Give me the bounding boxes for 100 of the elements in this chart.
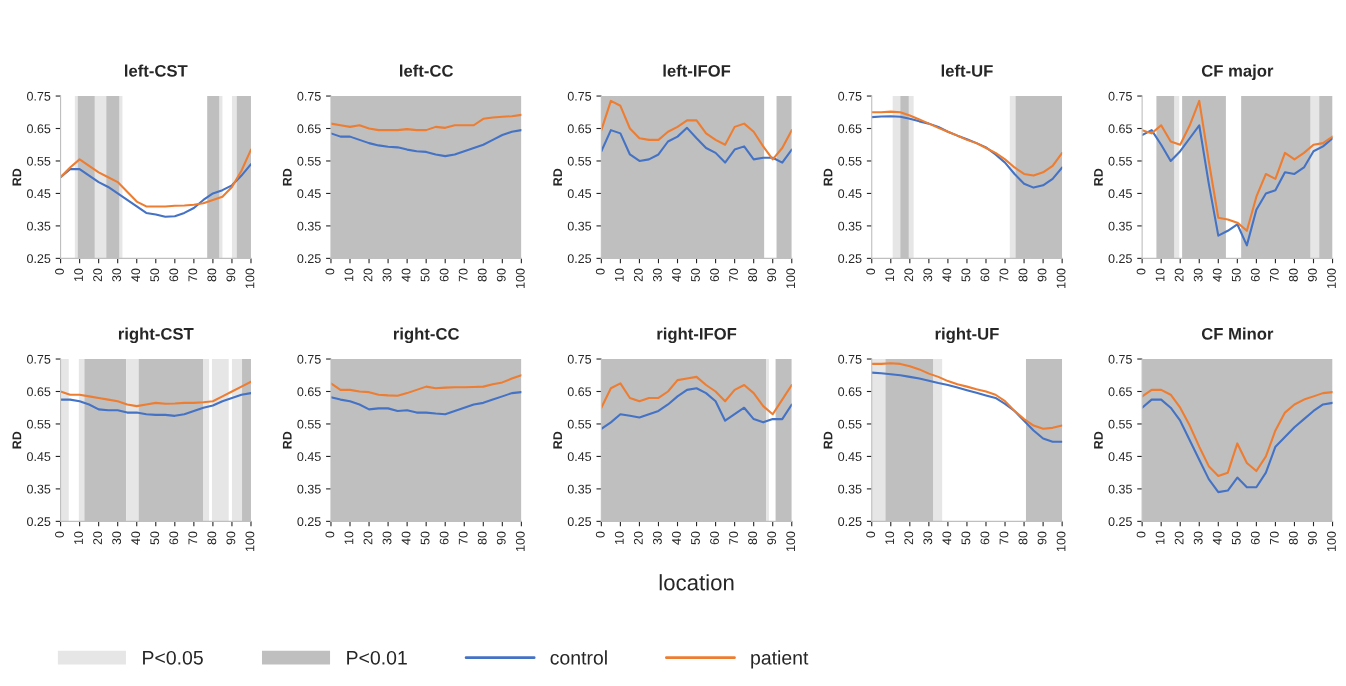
y-tick-label: 0.65	[1108, 124, 1132, 134]
line-series	[330, 391, 522, 416]
x-tick-label: 90	[767, 268, 777, 282]
y-tick-label: 0.55	[838, 156, 862, 166]
x-tick-label: 100	[1327, 268, 1336, 288]
line-series	[871, 110, 1063, 177]
x-tick-label: 60	[980, 268, 990, 282]
y-tick-label: 0.65	[567, 124, 592, 134]
x-tick-label: 60	[710, 268, 719, 282]
x-tick-label: 100	[245, 531, 255, 551]
y-tick-label: 0.65	[27, 124, 51, 134]
chart-title: CF Minor	[1201, 327, 1274, 340]
line-series	[330, 129, 522, 158]
x-tick-label: 10	[74, 268, 83, 282]
x-tick-label: 80	[1018, 268, 1028, 282]
x-tick-label: 100	[786, 268, 796, 288]
line-series	[871, 362, 1063, 430]
y-tick-label: 0.55	[567, 156, 592, 166]
x-tick-label: 80	[748, 268, 758, 282]
x-tick-label: 30	[923, 531, 933, 545]
x-tick-label: 20	[904, 268, 914, 282]
x-tick-label: 90	[226, 531, 236, 545]
x-tick-label: 50	[150, 531, 160, 545]
legend-label: control	[550, 650, 607, 665]
x-tick-label: 10	[885, 531, 895, 545]
x-tick-label: 0	[1136, 268, 1146, 275]
y-axis-title: RD	[1094, 168, 1103, 186]
y-tick-label: 0.65	[27, 387, 51, 397]
y-tick-label: 0.75	[27, 91, 51, 101]
line-series	[60, 380, 251, 408]
x-tick-label: 20	[633, 268, 643, 282]
line-series	[1142, 124, 1333, 247]
y-tick-label: 0.35	[838, 484, 862, 494]
x-tick-label: 90	[1037, 268, 1047, 282]
y-tick-label: 0.35	[838, 221, 862, 231]
x-tick-label: 90	[1308, 531, 1317, 545]
x-tick-label: 0	[55, 268, 64, 275]
x-tick-label: 50	[691, 268, 700, 282]
x-axis-title: location	[659, 574, 734, 591]
x-tick-label: 80	[1288, 531, 1298, 545]
y-tick-label: 0.55	[297, 419, 321, 429]
line-series	[871, 115, 1063, 189]
x-tick-label: 20	[904, 531, 914, 545]
y-tick-label: 0.35	[567, 221, 592, 231]
x-tick-label: 40	[1212, 531, 1222, 545]
y-tick-label: 0.35	[1108, 484, 1132, 494]
y-tick-label: 0.35	[27, 221, 51, 231]
y-tick-label: 0.55	[297, 156, 321, 166]
legend-label: patient	[751, 650, 809, 669]
x-tick-label: 70	[188, 268, 198, 282]
chart-title: right-UF	[935, 327, 999, 344]
x-tick-label: 40	[942, 531, 952, 545]
line-series	[601, 126, 792, 164]
x-tick-label: 0	[866, 268, 876, 275]
x-tick-label: 70	[458, 531, 468, 545]
x-tick-label: 80	[207, 268, 217, 282]
x-tick-label: 0	[595, 531, 605, 538]
y-axis-title: RD	[823, 431, 833, 449]
line-series	[1142, 398, 1333, 494]
x-tick-label: 10	[344, 268, 354, 282]
x-tick-label: 50	[961, 531, 971, 545]
x-tick-label: 40	[401, 531, 411, 545]
x-tick-label: 60	[169, 531, 179, 545]
chart-title: left-CST	[125, 64, 188, 77]
x-tick-label: 90	[1308, 268, 1317, 282]
x-tick-label: 10	[614, 531, 624, 545]
x-tick-label: 20	[633, 531, 643, 545]
chart-title: right-IFOF	[657, 327, 737, 344]
x-tick-label: 80	[748, 531, 758, 545]
x-tick-label: 30	[923, 268, 933, 282]
x-tick-label: 0	[55, 531, 64, 538]
y-tick-label: 0.55	[1108, 419, 1132, 429]
y-axis-title: RD	[823, 168, 833, 186]
x-tick-label: 60	[1250, 268, 1260, 282]
x-tick-label: 90	[226, 268, 236, 282]
x-tick-label: 40	[672, 268, 681, 282]
x-tick-label: 40	[942, 268, 952, 282]
y-tick-label: 0.25	[838, 254, 862, 264]
x-tick-label: 60	[1250, 531, 1260, 545]
x-tick-label: 100	[515, 531, 525, 551]
y-tick-label: 0.45	[838, 189, 862, 199]
x-tick-label: 10	[344, 531, 354, 545]
x-tick-label: 50	[691, 531, 700, 545]
x-tick-label: 70	[1269, 268, 1279, 282]
x-tick-label: 30	[652, 268, 662, 282]
y-tick-label: 0.35	[567, 484, 592, 494]
x-tick-label: 40	[131, 268, 141, 282]
y-tick-label: 0.45	[27, 189, 51, 199]
x-tick-label: 0	[325, 531, 335, 538]
x-tick-label: 50	[150, 268, 160, 282]
line-series	[601, 387, 792, 430]
y-tick-label: 0.25	[297, 517, 321, 527]
x-tick-label: 20	[363, 268, 373, 282]
y-tick-label: 0.75	[567, 91, 592, 101]
x-tick-label: 20	[1174, 531, 1184, 545]
y-tick-label: 0.35	[297, 221, 321, 231]
x-tick-label: 50	[420, 268, 430, 282]
line-series	[1142, 388, 1333, 477]
y-tick-label: 0.35	[1108, 221, 1132, 231]
x-tick-label: 10	[614, 268, 624, 282]
